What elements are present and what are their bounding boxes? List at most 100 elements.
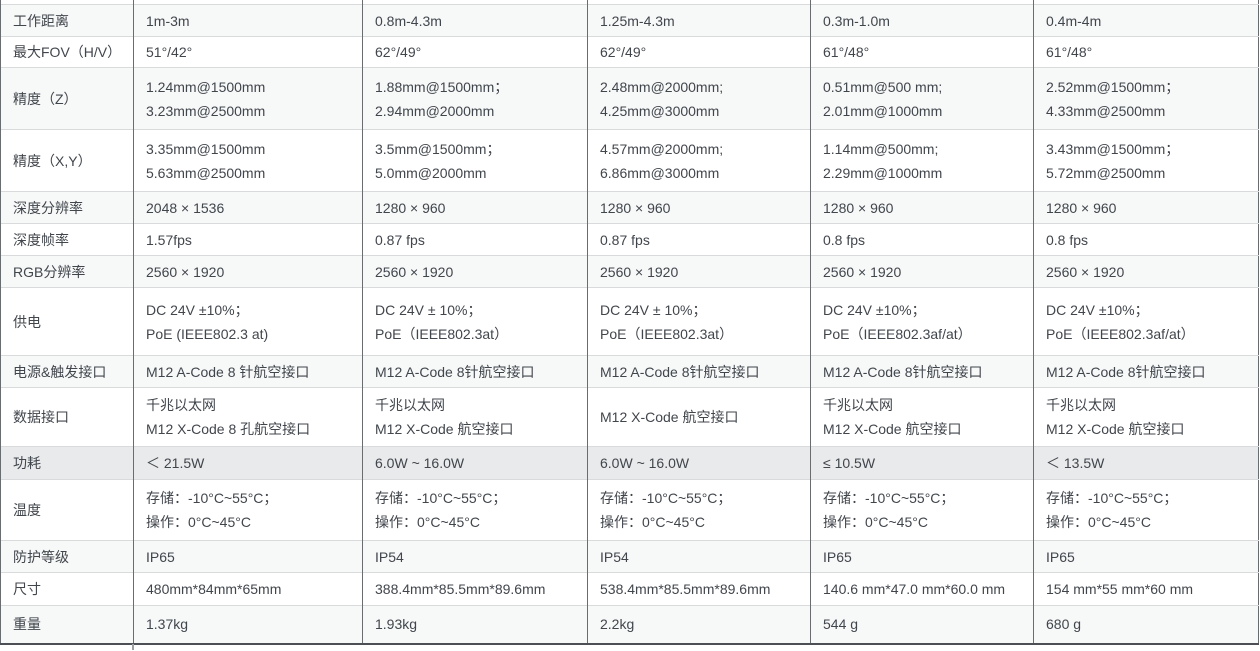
- spec-cell: 1m-3m: [133, 4, 363, 37]
- spec-cell: [362, 0, 588, 5]
- table-row: 温度 存储：-10°C~55°C； 操作：0°C~45°C 存储：-10°C~55°…: [0, 479, 1259, 541]
- spec-cell: 62°/49°: [587, 36, 811, 68]
- row-label: RGB分辨率: [0, 255, 134, 288]
- spec-cell: 61°/48°: [1033, 36, 1259, 68]
- table-row: 深度帧率 1.57fps 0.87 fps 0.87 fps 0.8 fps 0.8 fp…: [0, 223, 1259, 256]
- spec-cell: 1.37kg: [133, 605, 363, 644]
- spec-cell: 0.8m-4.3m: [362, 4, 588, 37]
- spec-cell: 480mm*84mm*65mm: [133, 572, 363, 606]
- spec-cell: [133, 0, 363, 5]
- table-row: RGB分辨率 2560 × 1920 2560 × 1920 2560 × 1920 2…: [0, 255, 1259, 288]
- spec-cell: 2560 × 1920: [587, 255, 811, 288]
- table-row: 精度（Z） 1.24mm@1500mm 3.23mm@2500mm 1.88mm@1…: [0, 67, 1259, 130]
- spec-cell: 千兆以太网 M12 X-Code 航空接口: [1033, 387, 1259, 447]
- spec-cell: 4.57mm@2000mm; 6.86mm@3000mm: [587, 129, 811, 192]
- spec-cell: ＜ 21.5W: [133, 446, 363, 480]
- spec-cell: 存储：-10°C~55°C； 操作：0°C~45°C: [587, 479, 811, 541]
- spec-cell: M12 X-Code 航空接口: [587, 387, 811, 447]
- table-row: 最大FOV（H/V） 51°/42° 62°/49° 62°/49° 61°/48° 61…: [0, 36, 1259, 68]
- spec-cell: 存储：-10°C~55°C； 操作：0°C~45°C: [133, 479, 363, 541]
- table-row: 电源&触发接口 M12 A-Code 8 针航空接口 M12 A-Code 8针航空…: [0, 355, 1259, 388]
- row-label: [0, 0, 134, 5]
- spec-cell: [810, 0, 1034, 5]
- spec-cell: 2560 × 1920: [133, 255, 363, 288]
- column-border-tail: [132, 644, 134, 650]
- row-label: 防护等级: [0, 540, 134, 573]
- spec-cell: 千兆以太网 M12 X-Code 8 孔航空接口: [133, 387, 363, 447]
- spec-cell: 51°/42°: [133, 36, 363, 68]
- row-label: 重量: [0, 605, 134, 644]
- spec-cell: 62°/49°: [362, 36, 588, 68]
- spec-cell: 1280 × 960: [1033, 191, 1259, 224]
- spec-cell: 1.57fps: [133, 223, 363, 256]
- spec-cell: M12 A-Code 8针航空接口: [362, 355, 588, 388]
- spec-cell: 61°/48°: [810, 36, 1034, 68]
- spec-cell: M12 A-Code 8针航空接口: [587, 355, 811, 388]
- spec-cell: 存储：-10°C~55°C； 操作：0°C~45°C: [810, 479, 1034, 541]
- spec-cell: DC 24V ±10%； PoE（IEEE802.3af/at）: [810, 287, 1034, 356]
- row-label: 温度: [0, 479, 134, 541]
- row-label: 精度（X,Y）: [0, 129, 134, 192]
- spec-cell: 388.4mm*85.5mm*89.6mm: [362, 572, 588, 606]
- spec-cell: IP65: [133, 540, 363, 573]
- spec-cell: IP65: [810, 540, 1034, 573]
- spec-cell: 0.51mm@500 mm; 2.01mm@1000mm: [810, 67, 1034, 130]
- spec-cell: 0.3m-1.0m: [810, 4, 1034, 37]
- spec-cell: 1.14mm@500mm; 2.29mm@1000mm: [810, 129, 1034, 192]
- spec-cell: 544 g: [810, 605, 1034, 644]
- spec-cell: 2048 × 1536: [133, 191, 363, 224]
- row-label: 尺寸: [0, 572, 134, 606]
- spec-cell: 0.8 fps: [810, 223, 1034, 256]
- table-row: 精度（X,Y） 3.35mm@1500mm 5.63mm@2500mm 3.5mm@…: [0, 129, 1259, 192]
- spec-cell: [587, 0, 811, 5]
- row-label: 功耗: [0, 446, 134, 480]
- spec-cell: 6.0W ~ 16.0W: [362, 446, 588, 480]
- spec-cell: 538.4mm*85.5mm*89.6mm: [587, 572, 811, 606]
- spec-cell: 3.43mm@1500mm； 5.72mm@2500mm: [1033, 129, 1259, 192]
- spec-cell: 3.35mm@1500mm 5.63mm@2500mm: [133, 129, 363, 192]
- spec-cell: 0.4m-4m: [1033, 4, 1259, 37]
- row-label: 深度帧率: [0, 223, 134, 256]
- spec-cell: M12 A-Code 8针航空接口: [1033, 355, 1259, 388]
- row-label: 最大FOV（H/V）: [0, 36, 134, 68]
- spec-cell: 1.25m-4.3m: [587, 4, 811, 37]
- spec-cell: IP54: [587, 540, 811, 573]
- spec-cell: 1280 × 960: [587, 191, 811, 224]
- spec-cell: IP54: [362, 540, 588, 573]
- spec-cell: 1.93kg: [362, 605, 588, 644]
- spec-cell: 1.24mm@1500mm 3.23mm@2500mm: [133, 67, 363, 130]
- spec-cell: 存储：-10°C~55°C； 操作：0°C~45°C: [1033, 479, 1259, 541]
- spec-cell: 6.0W ~ 16.0W: [587, 446, 811, 480]
- row-label: 深度分辨率: [0, 191, 134, 224]
- spec-cell: M12 A-Code 8针航空接口: [810, 355, 1034, 388]
- spec-cell: DC 24V ±10%； PoE（IEEE802.3af/at）: [1033, 287, 1259, 356]
- spec-cell: [1033, 0, 1259, 5]
- table-row: 深度分辨率 2048 × 1536 1280 × 960 1280 × 960 1280…: [0, 191, 1259, 224]
- spec-cell: 2.48mm@2000mm; 4.25mm@3000mm: [587, 67, 811, 130]
- spec-cell: 2.2kg: [587, 605, 811, 644]
- row-label: 电源&触发接口: [0, 355, 134, 388]
- spec-cell: M12 A-Code 8 针航空接口: [133, 355, 363, 388]
- table-row: 工作距离 1m-3m 0.8m-4.3m 1.25m-4.3m 0.3m-1.0m 0.4…: [0, 4, 1259, 37]
- spec-cell: 千兆以太网 M12 X-Code 航空接口: [810, 387, 1034, 447]
- spec-cell: 2560 × 1920: [1033, 255, 1259, 288]
- spec-cell: 千兆以太网 M12 X-Code 航空接口: [362, 387, 588, 447]
- spec-cell: 存储：-10°C~55°C； 操作：0°C~45°C: [362, 479, 588, 541]
- spec-cell: 2.52mm@1500mm； 4.33mm@2500mm: [1033, 67, 1259, 130]
- spec-cell: 1.88mm@1500mm； 2.94mm@2000mm: [362, 67, 588, 130]
- spec-cell: IP65: [1033, 540, 1259, 573]
- spec-cell: 2560 × 1920: [810, 255, 1034, 288]
- spec-cell: 154 mm*55 mm*60 mm: [1033, 572, 1259, 606]
- row-label: 工作距离: [0, 4, 134, 37]
- table-row: 尺寸 480mm*84mm*65mm 388.4mm*85.5mm*89.6mm 53…: [0, 572, 1259, 606]
- spec-cell: DC 24V ± 10%； PoE（IEEE802.3at）: [587, 287, 811, 356]
- table-row: 重量 1.37kg 1.93kg 2.2kg 544 g 680 g: [0, 605, 1259, 644]
- row-label: 精度（Z）: [0, 67, 134, 130]
- spec-cell: 0.8 fps: [1033, 223, 1259, 256]
- spec-cell: 2560 × 1920: [362, 255, 588, 288]
- row-label: 供电: [0, 287, 134, 356]
- clipped-top-row: [0, 0, 1259, 5]
- spec-cell: 680 g: [1033, 605, 1259, 644]
